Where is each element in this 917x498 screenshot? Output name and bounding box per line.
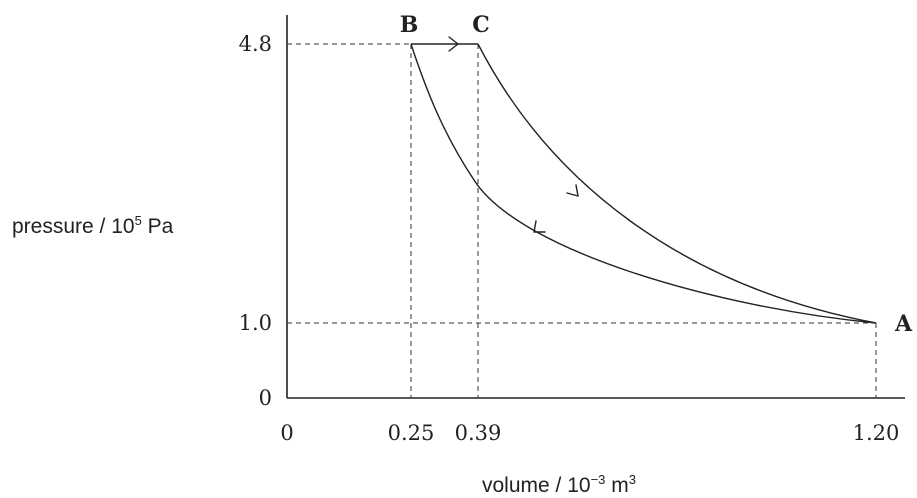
point-label-c: C (472, 12, 490, 38)
arrow-a-to-b (533, 220, 546, 233)
y-axis-title: pressure / 105 Pa (12, 213, 174, 238)
x-axis-title-unit: m (605, 474, 628, 497)
y-tick-labels: 4.8 1.0 0 (239, 32, 272, 410)
curve-a-to-b (410, 43, 877, 324)
y-axis-title-text: pressure / 10 (12, 215, 135, 238)
x-axis-title-exponent: −3 (591, 472, 606, 487)
x-tick-0-39: 0.39 (455, 421, 502, 445)
y-axis-title-unit: Pa (142, 215, 174, 238)
point-label-a: A (894, 311, 913, 337)
x-axis-title-unit-exponent: 3 (629, 472, 636, 487)
y-tick-0: 0 (259, 386, 272, 410)
x-tick-0-25: 0.25 (388, 421, 435, 445)
y-tick-4-8: 4.8 (239, 32, 272, 56)
arrow-c-to-a (566, 184, 579, 197)
x-tick-0: 0 (280, 421, 293, 445)
point-labels: B C A (400, 12, 913, 337)
y-axis-title-exponent: 5 (135, 213, 142, 228)
x-axis-title: volume / 10−3 m3 (482, 472, 636, 497)
arrow-b-to-c (448, 36, 459, 52)
curve-c-to-a (477, 43, 877, 324)
x-tick-1-20: 1.20 (853, 421, 900, 445)
x-tick-labels: 0 0.25 0.39 1.20 (280, 421, 899, 445)
y-tick-1-0: 1.0 (239, 311, 272, 335)
x-axis-title-text: volume / 10 (482, 474, 591, 497)
point-label-b: B (400, 12, 419, 38)
guide-lines (287, 43, 877, 398)
